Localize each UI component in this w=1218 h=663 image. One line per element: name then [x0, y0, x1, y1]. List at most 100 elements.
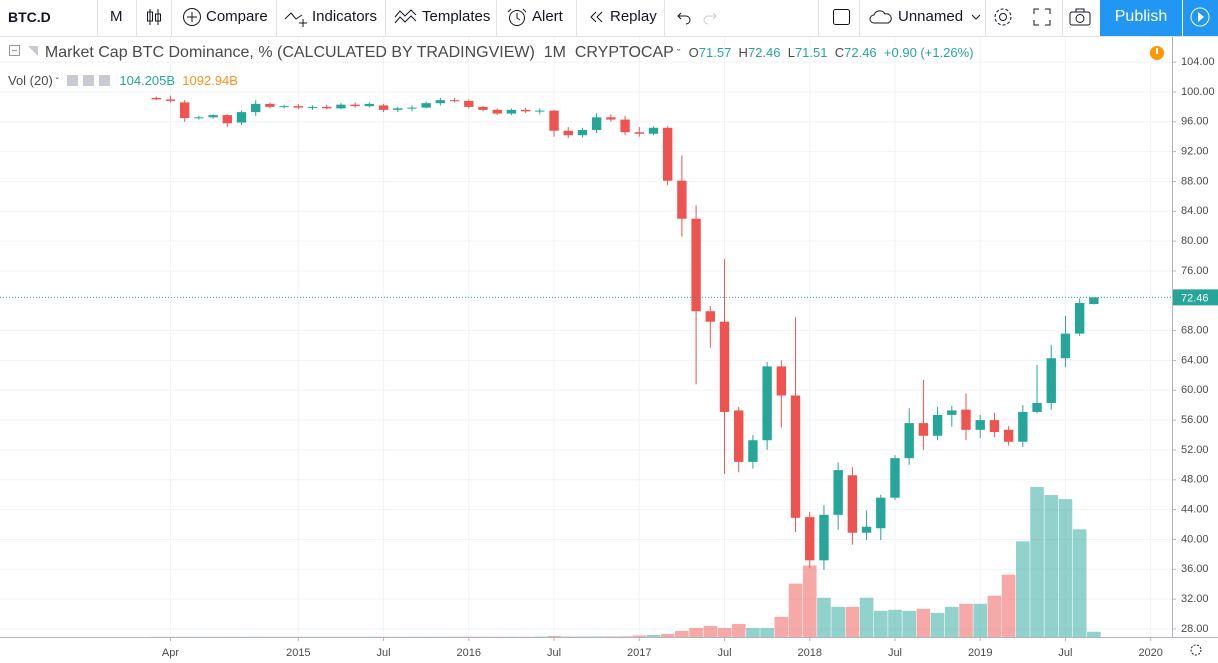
volume-bar: [788, 583, 803, 637]
templates-icon: [394, 9, 417, 24]
fullscreen-icon: [1033, 8, 1051, 26]
separator: [985, 0, 986, 36]
undo-button[interactable]: [674, 0, 696, 36]
x-tick-label: Jul: [888, 647, 902, 659]
candle-body: [961, 409, 971, 430]
compare-button[interactable]: Compare: [182, 0, 268, 36]
separator: [97, 0, 98, 36]
candle-body: [251, 103, 261, 113]
volume-bar: [817, 597, 831, 637]
volume-title: Vol (20): [8, 73, 53, 88]
redo-icon: [703, 12, 717, 25]
publish-menu-button[interactable]: [1183, 0, 1218, 36]
x-tick-label: 2015: [286, 647, 310, 659]
x-tick-label: Apr: [162, 647, 179, 659]
plus-icon: [183, 8, 201, 27]
candle-body: [393, 108, 403, 110]
candle-body: [648, 127, 659, 134]
separator: [818, 0, 819, 36]
indicators-button[interactable]: Indicators: [284, 0, 377, 36]
candle-body: [492, 109, 502, 114]
separator: [859, 0, 860, 36]
change: +0.90 (+1.26%): [883, 45, 974, 60]
chart: 28.00 32.00 36.00 40.00 44.00 48.00 52.00 56.00…: [0, 37, 1218, 663]
volume-bar: [646, 634, 661, 637]
separator: [276, 0, 277, 36]
volume-bar: [845, 606, 860, 637]
candle-body: [1003, 429, 1014, 442]
volume-legend: Vol (20) ˇ 104.205B 1092.94B: [8, 73, 238, 88]
candle-body: [606, 117, 616, 120]
alert-label: Alert: [532, 8, 563, 25]
volume-bar: [604, 636, 618, 637]
separator: [1062, 0, 1063, 36]
indicators-icon: [284, 12, 307, 28]
time-axis: [0, 637, 1218, 663]
y-tick-label: 88.00: [1181, 175, 1209, 187]
warning-mark: [1156, 48, 1158, 54]
x-tick-label: Jul: [547, 647, 561, 659]
volume-bar: [859, 597, 874, 637]
y-tick-label: 80.00: [1181, 235, 1209, 247]
fullscreen-button[interactable]: [1032, 0, 1056, 36]
collapse-icon[interactable]: [8, 44, 22, 58]
interval[interactable]: M: [110, 8, 123, 25]
candle-body: [819, 514, 829, 561]
high-label: H: [738, 45, 748, 60]
candle-body: [734, 410, 744, 462]
settings-button[interactable]: [992, 0, 1018, 36]
candle-body: [307, 106, 318, 108]
candle-body: [1089, 297, 1099, 304]
x-tick-label: 2017: [627, 647, 651, 659]
y-tick-label: 84.00: [1181, 205, 1209, 217]
volume-value: 104.205B: [119, 73, 176, 88]
chart-style[interactable]: [146, 0, 166, 36]
caret-icon: [971, 14, 981, 20]
layout-name: Unnamed: [898, 8, 964, 25]
redo-button[interactable]: [702, 0, 724, 36]
volume-bar: [746, 627, 760, 637]
candle-body: [634, 132, 644, 134]
candle-body: [947, 410, 957, 415]
candle-body: [932, 414, 943, 436]
x-tick-label: Jul: [1058, 647, 1072, 659]
low-value: 71.51: [794, 45, 828, 60]
snapshot-button[interactable]: [1068, 0, 1096, 36]
separator: [136, 0, 137, 36]
candle-body: [506, 109, 517, 114]
y-tick-label: 36.00: [1181, 563, 1209, 575]
separator: [171, 0, 172, 36]
candle-body: [1074, 303, 1085, 334]
candle-body: [762, 366, 772, 441]
high-value: 72.46: [747, 45, 781, 60]
candle-body: [705, 311, 715, 322]
alert-button[interactable]: Alert: [506, 0, 563, 36]
replay-button[interactable]: Replay: [588, 0, 657, 36]
candle-body: [364, 103, 375, 107]
candle-body: [847, 475, 858, 533]
volume-controls[interactable]: [66, 74, 112, 86]
volume-bar: [944, 606, 959, 637]
publish-button[interactable]: Publish: [1100, 0, 1182, 36]
candle-body: [435, 100, 446, 104]
candle-body: [179, 102, 190, 119]
candle-body: [336, 104, 346, 109]
symbol[interactable]: BTC.D: [8, 9, 51, 25]
select-button[interactable]: [832, 0, 856, 36]
legend-title: Market Cap BTC Dominance, % (CALCULATED …: [44, 44, 535, 61]
layout-button[interactable]: Unnamed: [868, 0, 989, 36]
candle-body: [1018, 411, 1028, 442]
volume-bar: [1016, 541, 1030, 637]
volume-bar: [731, 623, 746, 637]
candle-body: [322, 106, 332, 109]
templates-button[interactable]: Templates: [394, 0, 490, 36]
y-tick-label: 100.00: [1181, 86, 1215, 98]
undo-icon: [677, 12, 691, 25]
y-tick-label: 40.00: [1181, 533, 1209, 545]
volume-bar: [1072, 529, 1087, 637]
y-tick-label: 96.00: [1181, 116, 1209, 128]
candle-body: [222, 115, 232, 124]
candle-body: [407, 107, 417, 109]
toolbar: BTC.D M Compare Indicators Templates Ale…: [0, 0, 1218, 37]
